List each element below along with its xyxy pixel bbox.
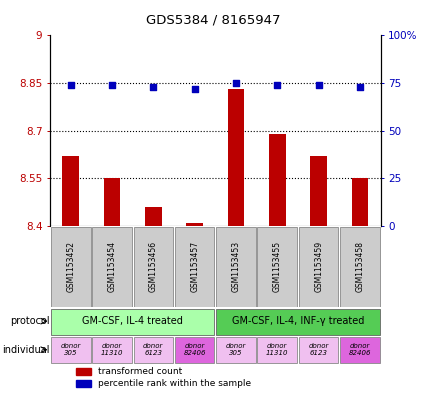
Text: GDS5384 / 8165947: GDS5384 / 8165947 xyxy=(145,14,280,27)
FancyBboxPatch shape xyxy=(298,337,338,364)
Text: GSM1153453: GSM1153453 xyxy=(231,241,240,292)
Bar xyxy=(310,156,326,226)
FancyBboxPatch shape xyxy=(92,337,132,364)
Bar xyxy=(62,156,79,226)
Text: donor
82406: donor 82406 xyxy=(348,343,370,356)
FancyBboxPatch shape xyxy=(257,337,296,364)
FancyBboxPatch shape xyxy=(51,227,90,307)
Point xyxy=(315,82,322,88)
Point xyxy=(232,80,239,86)
FancyBboxPatch shape xyxy=(174,227,214,307)
Bar xyxy=(351,178,368,226)
Text: GSM1153456: GSM1153456 xyxy=(148,241,158,292)
Text: donor
82406: donor 82406 xyxy=(183,343,205,356)
Text: donor
6123: donor 6123 xyxy=(308,343,328,356)
FancyBboxPatch shape xyxy=(51,309,214,335)
FancyBboxPatch shape xyxy=(133,337,173,364)
Text: protocol: protocol xyxy=(10,316,50,326)
FancyBboxPatch shape xyxy=(133,227,173,307)
FancyBboxPatch shape xyxy=(51,337,90,364)
Text: GSM1153459: GSM1153459 xyxy=(313,241,322,292)
FancyBboxPatch shape xyxy=(339,227,379,307)
Text: GSM1153458: GSM1153458 xyxy=(355,241,364,292)
Text: GM-CSF, IL-4, INF-γ treated: GM-CSF, IL-4, INF-γ treated xyxy=(231,316,363,326)
Point xyxy=(108,82,115,88)
FancyBboxPatch shape xyxy=(257,227,296,307)
Text: GSM1153452: GSM1153452 xyxy=(66,241,75,292)
Bar xyxy=(145,207,161,226)
Text: donor
6123: donor 6123 xyxy=(143,343,163,356)
Bar xyxy=(186,223,202,226)
Text: GSM1153455: GSM1153455 xyxy=(272,241,281,292)
FancyBboxPatch shape xyxy=(298,227,338,307)
Point xyxy=(273,82,280,88)
Bar xyxy=(76,380,91,387)
FancyBboxPatch shape xyxy=(216,337,255,364)
Bar xyxy=(76,368,91,375)
FancyBboxPatch shape xyxy=(216,227,255,307)
Point xyxy=(356,84,363,90)
Text: GSM1153454: GSM1153454 xyxy=(107,241,116,292)
Text: GM-CSF, IL-4 treated: GM-CSF, IL-4 treated xyxy=(82,316,183,326)
Bar xyxy=(227,89,244,226)
FancyBboxPatch shape xyxy=(174,337,214,364)
Bar xyxy=(269,134,285,226)
FancyBboxPatch shape xyxy=(339,337,379,364)
FancyBboxPatch shape xyxy=(92,227,132,307)
Text: donor
11310: donor 11310 xyxy=(101,343,123,356)
Point xyxy=(149,84,157,90)
Text: transformed count: transformed count xyxy=(98,367,182,376)
Point xyxy=(67,82,74,88)
Text: donor
11310: donor 11310 xyxy=(266,343,288,356)
Text: individual: individual xyxy=(3,345,50,355)
Text: donor
305: donor 305 xyxy=(60,343,81,356)
Bar xyxy=(104,178,120,226)
FancyBboxPatch shape xyxy=(216,309,379,335)
Point xyxy=(191,86,198,92)
Text: donor
305: donor 305 xyxy=(225,343,246,356)
Text: GSM1153457: GSM1153457 xyxy=(190,241,199,292)
Text: percentile rank within the sample: percentile rank within the sample xyxy=(98,379,250,388)
